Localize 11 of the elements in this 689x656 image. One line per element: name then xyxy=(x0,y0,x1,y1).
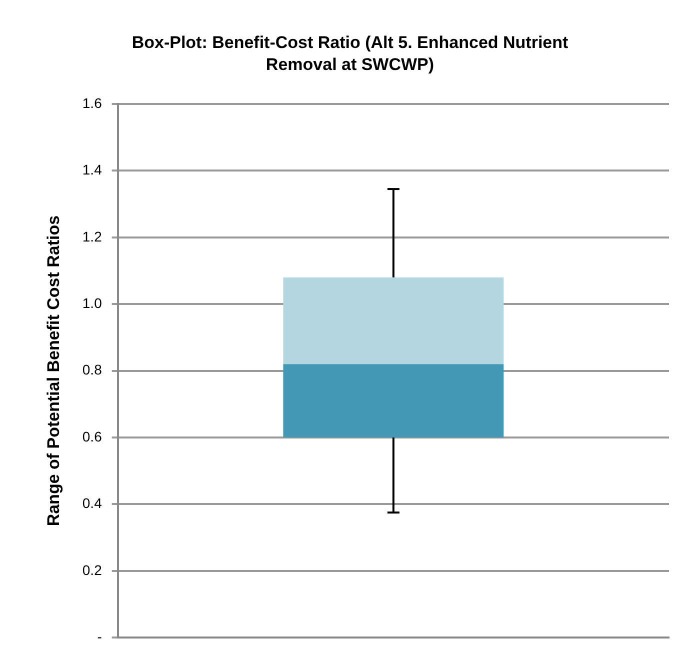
y-tick-label: 0.4 xyxy=(82,495,102,512)
y-axis-title: Range of Potential Benefit Cost Ratios xyxy=(44,215,63,526)
y-tick-label: 0.6 xyxy=(82,428,102,444)
y-tick-label: - xyxy=(97,628,102,644)
chart-title: Box-Plot: Benefit-Cost Ratio (Alt 5. Enhanced Nutrient Removal at SWCWP) xyxy=(130,32,570,76)
y-tick-label: 1.6 xyxy=(82,94,102,111)
y-tick-label: 1.0 xyxy=(82,294,102,311)
y-tick-label: 1.4 xyxy=(82,162,102,178)
y-tick-label: 1.2 xyxy=(82,228,102,244)
y-tick-label: 0.2 xyxy=(82,562,102,578)
y-tick-label: 0.8 xyxy=(82,362,102,378)
